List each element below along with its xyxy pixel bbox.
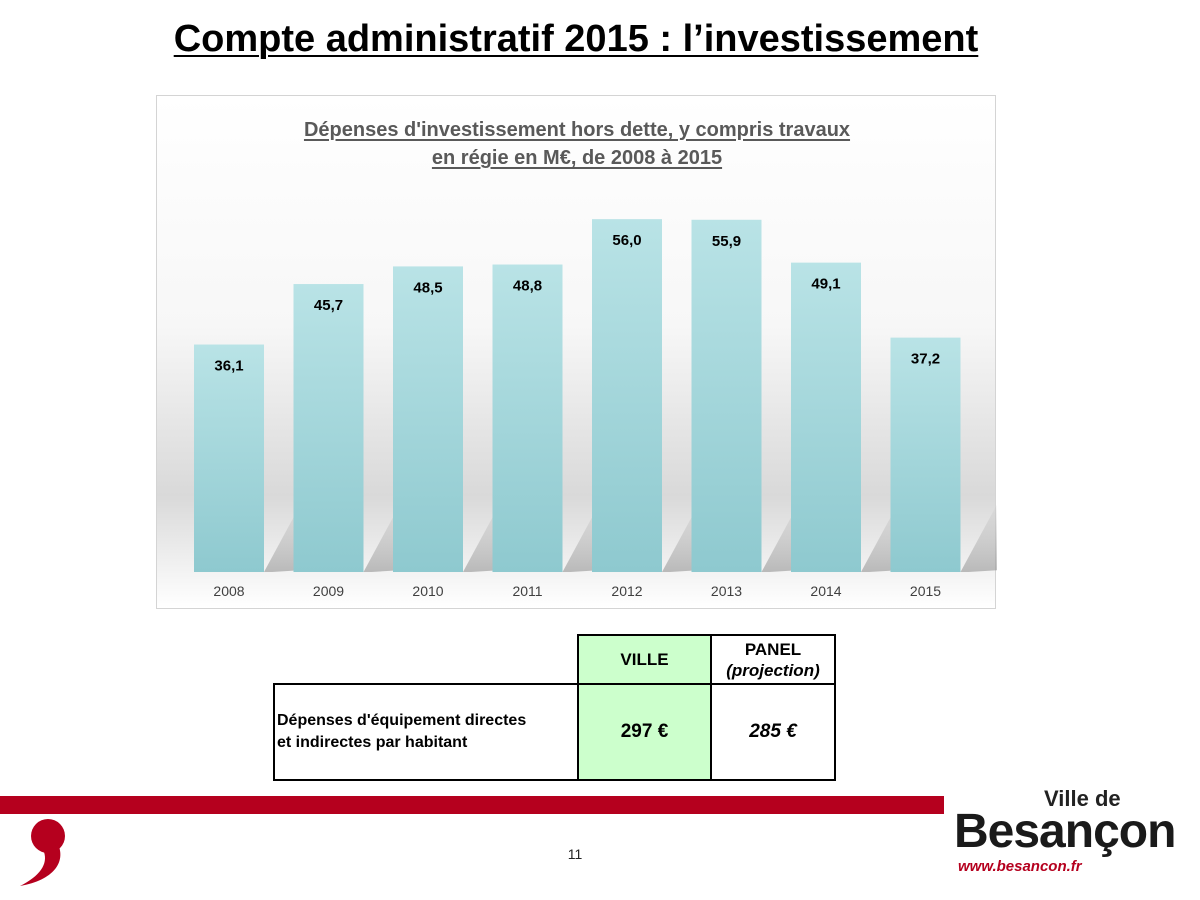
x-tick-label-2008: 2008 (213, 583, 244, 599)
logo-city-text: Besançon (954, 805, 1176, 858)
x-tick-label-2012: 2012 (611, 583, 642, 599)
besancon-logo: Ville de Besançon www.besancon.fr (952, 786, 1192, 886)
x-tick-label-2013: 2013 (711, 583, 742, 599)
slide-title: Compte administratif 2015 : l’investisse… (173, 18, 979, 60)
logo-ville-text: Ville de (1044, 786, 1121, 811)
x-tick-label-2011: 2011 (512, 583, 542, 599)
row-label-line-2: et indirectes par habitant (277, 734, 468, 751)
row-label: Dépenses d'équipement directes et indire… (273, 683, 579, 781)
data-label-2012: 56,0 (612, 232, 641, 249)
comparison-table: VILLE PANEL (projection) Dépenses d'équi… (273, 634, 836, 781)
data-label-2009: 45,7 (314, 297, 343, 314)
data-label-2015: 37,2 (911, 351, 940, 368)
data-label-2014: 49,1 (811, 276, 840, 293)
chart-title-line-1: Dépenses d'investissement hors dette, y … (303, 119, 851, 141)
bar-2009 (293, 284, 364, 572)
header-panel: PANEL (projection) (710, 634, 836, 685)
besancon-comma-icon (20, 819, 65, 886)
bar-2010 (393, 266, 463, 572)
value-ville: 297 € (577, 683, 712, 781)
header-panel-label: PANEL (744, 639, 802, 659)
chart-title-line-2: en régie en M€, de 2008 à 2015 (431, 147, 723, 169)
page-number: 11 (567, 846, 583, 862)
x-tick-label-2015: 2015 (910, 583, 941, 599)
chart-plot: 36,1 45,7 48,5 48,8 56,0 55,9 49,1 37,2 2008 200… (194, 219, 997, 599)
bar-2011 (492, 264, 563, 572)
data-label-2010: 48,5 (413, 279, 442, 296)
x-tick-label-2014: 2014 (810, 583, 841, 599)
data-label-2013: 55,9 (712, 233, 741, 250)
bar-2015 (890, 337, 961, 572)
x-tick-label-2009: 2009 (313, 583, 344, 599)
logo-url-text: www.besancon.fr (958, 858, 1082, 875)
chart-title: Dépenses d'investissement hors dette, y … (157, 116, 997, 172)
bar-2013 (691, 219, 762, 573)
bar-chart: Dépenses d'investissement hors dette, y … (156, 95, 997, 609)
x-tick-label-2010: 2010 (412, 583, 443, 599)
data-label-2008: 36,1 (214, 358, 243, 375)
footer-band (0, 796, 944, 814)
row-label-line-1: Dépenses d'équipement directes (277, 712, 527, 729)
data-label-2011: 48,8 (513, 278, 542, 295)
header-panel-sub: (projection) (726, 660, 820, 680)
bar-shadow (960, 504, 997, 572)
header-ville: VILLE (577, 634, 712, 685)
value-panel: 285 € (710, 683, 836, 781)
bar-2012 (592, 219, 662, 572)
bar-2008 (194, 344, 264, 572)
table-corner (274, 635, 579, 684)
bar-2014 (791, 262, 861, 572)
